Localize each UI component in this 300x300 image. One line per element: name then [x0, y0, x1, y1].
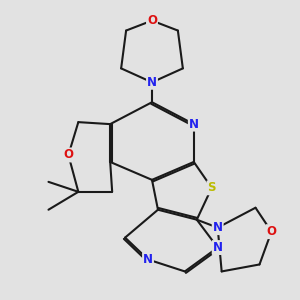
Text: N: N: [213, 221, 223, 234]
Text: N: N: [143, 253, 153, 266]
Text: O: O: [147, 14, 157, 27]
Text: O: O: [63, 148, 74, 161]
Text: O: O: [266, 225, 276, 238]
Text: N: N: [213, 241, 223, 254]
Text: N: N: [147, 76, 157, 89]
Text: N: N: [189, 118, 199, 130]
Text: S: S: [208, 181, 216, 194]
